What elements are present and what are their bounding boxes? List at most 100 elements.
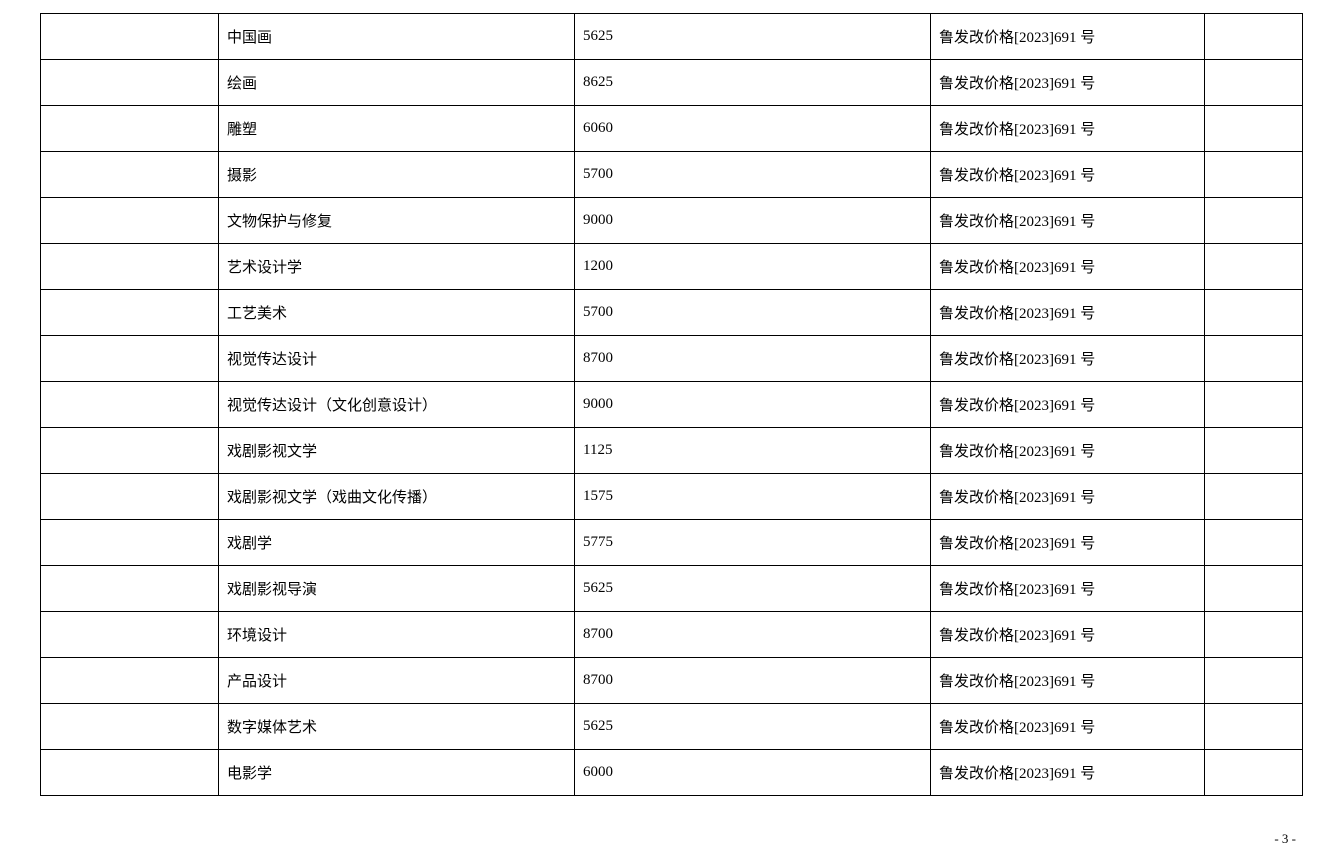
table-cell: 产品设计 bbox=[219, 658, 575, 704]
table-cell: 文物保护与修复 bbox=[219, 198, 575, 244]
table-cell: 戏剧学 bbox=[219, 520, 575, 566]
table-cell bbox=[41, 198, 219, 244]
table-cell: 鲁发改价格[2023]691 号 bbox=[931, 106, 1205, 152]
table-cell: 鲁发改价格[2023]691 号 bbox=[931, 612, 1205, 658]
table-cell bbox=[41, 428, 219, 474]
table-cell: 绘画 bbox=[219, 60, 575, 106]
table-cell: 鲁发改价格[2023]691 号 bbox=[931, 750, 1205, 796]
page-number: - 3 - bbox=[1274, 831, 1296, 847]
table-cell bbox=[1205, 658, 1303, 704]
table-cell bbox=[41, 14, 219, 60]
table-cell bbox=[1205, 106, 1303, 152]
fee-table: 中国画5625鲁发改价格[2023]691 号绘画8625鲁发改价格[2023]… bbox=[40, 13, 1303, 796]
table-cell bbox=[1205, 382, 1303, 428]
table-cell bbox=[41, 474, 219, 520]
table-cell bbox=[41, 704, 219, 750]
table-cell: 环境设计 bbox=[219, 612, 575, 658]
table-cell bbox=[41, 520, 219, 566]
table-cell: 戏剧影视文学（戏曲文化传播） bbox=[219, 474, 575, 520]
table-row: 戏剧影视导演5625鲁发改价格[2023]691 号 bbox=[41, 566, 1303, 612]
table-cell: 鲁发改价格[2023]691 号 bbox=[931, 336, 1205, 382]
table-cell: 9000 bbox=[575, 382, 931, 428]
table-cell: 鲁发改价格[2023]691 号 bbox=[931, 152, 1205, 198]
table-cell: 鲁发改价格[2023]691 号 bbox=[931, 704, 1205, 750]
table-cell bbox=[1205, 336, 1303, 382]
table-cell: 8700 bbox=[575, 336, 931, 382]
table-row: 摄影5700鲁发改价格[2023]691 号 bbox=[41, 152, 1303, 198]
table-cell: 鲁发改价格[2023]691 号 bbox=[931, 60, 1205, 106]
table-cell bbox=[41, 612, 219, 658]
table-row: 戏剧影视文学（戏曲文化传播）1575鲁发改价格[2023]691 号 bbox=[41, 474, 1303, 520]
table-cell: 工艺美术 bbox=[219, 290, 575, 336]
table-cell: 鲁发改价格[2023]691 号 bbox=[931, 658, 1205, 704]
table-cell bbox=[1205, 520, 1303, 566]
table-cell: 5700 bbox=[575, 290, 931, 336]
table-cell: 5625 bbox=[575, 704, 931, 750]
table-cell: 鲁发改价格[2023]691 号 bbox=[931, 428, 1205, 474]
table-cell: 5775 bbox=[575, 520, 931, 566]
table-cell: 摄影 bbox=[219, 152, 575, 198]
table-cell: 鲁发改价格[2023]691 号 bbox=[931, 382, 1205, 428]
table-cell: 5625 bbox=[575, 14, 931, 60]
table-cell bbox=[1205, 14, 1303, 60]
table-cell bbox=[1205, 244, 1303, 290]
table-cell: 5625 bbox=[575, 566, 931, 612]
table-cell bbox=[1205, 566, 1303, 612]
table-cell: 8700 bbox=[575, 612, 931, 658]
table-row: 戏剧影视文学1125鲁发改价格[2023]691 号 bbox=[41, 428, 1303, 474]
table-cell: 6000 bbox=[575, 750, 931, 796]
table-cell: 数字媒体艺术 bbox=[219, 704, 575, 750]
table-cell: 雕塑 bbox=[219, 106, 575, 152]
table-cell: 1575 bbox=[575, 474, 931, 520]
table-cell: 视觉传达设计（文化创意设计） bbox=[219, 382, 575, 428]
table-cell: 8700 bbox=[575, 658, 931, 704]
table-cell: 鲁发改价格[2023]691 号 bbox=[931, 474, 1205, 520]
table-row: 视觉传达设计（文化创意设计）9000鲁发改价格[2023]691 号 bbox=[41, 382, 1303, 428]
table-cell: 1125 bbox=[575, 428, 931, 474]
table-row: 文物保护与修复9000鲁发改价格[2023]691 号 bbox=[41, 198, 1303, 244]
table-cell bbox=[1205, 750, 1303, 796]
table-cell bbox=[41, 106, 219, 152]
table-cell: 中国画 bbox=[219, 14, 575, 60]
table-cell: 艺术设计学 bbox=[219, 244, 575, 290]
table-cell bbox=[1205, 152, 1303, 198]
table-cell: 戏剧影视导演 bbox=[219, 566, 575, 612]
table-cell bbox=[41, 336, 219, 382]
table-cell: 9000 bbox=[575, 198, 931, 244]
table-row: 雕塑6060鲁发改价格[2023]691 号 bbox=[41, 106, 1303, 152]
table-cell bbox=[41, 382, 219, 428]
table-row: 数字媒体艺术5625鲁发改价格[2023]691 号 bbox=[41, 704, 1303, 750]
document-page: 中国画5625鲁发改价格[2023]691 号绘画8625鲁发改价格[2023]… bbox=[0, 0, 1342, 865]
table-cell bbox=[41, 244, 219, 290]
table-cell bbox=[41, 60, 219, 106]
table-cell: 1200 bbox=[575, 244, 931, 290]
table-cell: 鲁发改价格[2023]691 号 bbox=[931, 244, 1205, 290]
table-cell bbox=[41, 152, 219, 198]
table-cell: 鲁发改价格[2023]691 号 bbox=[931, 566, 1205, 612]
table-cell: 鲁发改价格[2023]691 号 bbox=[931, 198, 1205, 244]
table-row: 环境设计8700鲁发改价格[2023]691 号 bbox=[41, 612, 1303, 658]
table-cell: 6060 bbox=[575, 106, 931, 152]
table-cell bbox=[1205, 474, 1303, 520]
table-cell bbox=[41, 566, 219, 612]
table-cell: 视觉传达设计 bbox=[219, 336, 575, 382]
table-cell bbox=[1205, 60, 1303, 106]
table-row: 绘画8625鲁发改价格[2023]691 号 bbox=[41, 60, 1303, 106]
table-cell bbox=[41, 750, 219, 796]
table-row: 工艺美术5700鲁发改价格[2023]691 号 bbox=[41, 290, 1303, 336]
table-cell bbox=[1205, 198, 1303, 244]
table-row: 电影学6000鲁发改价格[2023]691 号 bbox=[41, 750, 1303, 796]
table-cell: 5700 bbox=[575, 152, 931, 198]
table-row: 视觉传达设计8700鲁发改价格[2023]691 号 bbox=[41, 336, 1303, 382]
table-cell bbox=[1205, 612, 1303, 658]
table-row: 中国画5625鲁发改价格[2023]691 号 bbox=[41, 14, 1303, 60]
table-cell: 8625 bbox=[575, 60, 931, 106]
table-cell: 鲁发改价格[2023]691 号 bbox=[931, 290, 1205, 336]
table-cell bbox=[1205, 704, 1303, 750]
table-cell bbox=[1205, 428, 1303, 474]
table-cell bbox=[41, 658, 219, 704]
table-row: 产品设计8700鲁发改价格[2023]691 号 bbox=[41, 658, 1303, 704]
table-cell: 戏剧影视文学 bbox=[219, 428, 575, 474]
table-cell: 鲁发改价格[2023]691 号 bbox=[931, 14, 1205, 60]
table-cell bbox=[41, 290, 219, 336]
